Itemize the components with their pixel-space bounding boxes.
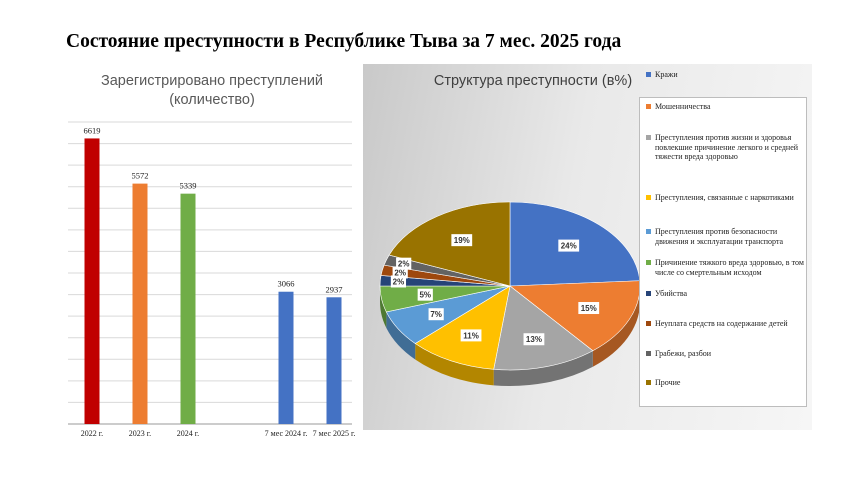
bar-category-label: 2024 г. <box>177 429 199 438</box>
legend-swatch <box>646 291 651 296</box>
bar <box>278 291 294 424</box>
pie-slice <box>509 280 639 352</box>
pie-data-label: 11% <box>463 331 479 340</box>
legend-label: Причинение тяжкого вреда здоровью, в том… <box>655 258 804 277</box>
pie-slice <box>388 201 511 287</box>
pie-label-box <box>558 239 580 252</box>
pie-label-box <box>417 288 433 301</box>
pie-slice-side <box>415 343 494 386</box>
bar <box>84 138 100 424</box>
pie-data-label: 2% <box>394 268 406 277</box>
pie-label-box <box>451 234 473 247</box>
pie-label-box <box>396 257 412 270</box>
legend-label: Мошенничества <box>655 102 711 111</box>
legend-swatch <box>646 229 651 234</box>
pie-chart-title: Структура преступности (в%) <box>433 73 633 89</box>
pie-slice-side <box>493 350 593 387</box>
legend-swatch <box>646 351 651 356</box>
crime-structure-chart: Структура преступности (в%) 24% 15% 13% 11%… <box>363 64 812 430</box>
legend-label: Кражи <box>655 70 678 79</box>
page-title: Состояние преступности в Республике Тыва… <box>66 31 622 52</box>
bar-chart-svg: 6619 2022 г. 5572 2023 г. 5339 2024 г. 3066 7 м… <box>68 121 356 438</box>
pie-slice-side <box>592 296 639 367</box>
pie-data-label: 15% <box>581 304 597 313</box>
legend-label: Неуплата средств на содержание детей <box>655 319 788 328</box>
bar-category-label: 7 мес 2024 г. <box>265 429 308 438</box>
legend-label: Преступления против жизни и здоровья пов… <box>655 133 799 161</box>
legend-swatch <box>646 104 651 109</box>
pie-data-label: 24% <box>561 242 577 251</box>
bar <box>180 193 196 424</box>
pie-chart-svg: 24%15%13%11%7%5%2%2%2%19% <box>379 201 639 387</box>
legend-label: Преступления против безопасности движени… <box>655 227 784 246</box>
legend-swatch <box>646 321 651 326</box>
legend-swatch <box>646 260 651 265</box>
pie-data-label: 7% <box>430 310 442 319</box>
pie-slice <box>414 285 511 370</box>
bar-data-label: 5572 <box>132 171 149 181</box>
legend-label: Преступления, связанные с наркотиками <box>655 193 794 202</box>
pie-label-box <box>428 308 444 321</box>
legend-swatch <box>646 380 651 385</box>
bar <box>326 297 342 424</box>
legend-swatch <box>646 135 651 140</box>
legend-label: Прочие <box>655 378 681 387</box>
pie-label-box <box>523 333 545 346</box>
legend-label: Убийства <box>655 289 688 298</box>
pie-data-label: 5% <box>419 291 431 300</box>
registered-crimes-chart: 6619 2022 г. 5572 2023 г. 5339 2024 г. 3066 7 м… <box>64 64 360 440</box>
pie-label-box <box>460 329 482 342</box>
bar-category-label: 2023 г. <box>129 429 151 438</box>
bar-data-label: 3066 <box>278 279 295 289</box>
pie-label-box <box>390 275 407 288</box>
pie-slice-side <box>380 286 387 328</box>
pie-data-label: 13% <box>526 335 542 344</box>
pie-data-label: 2% <box>398 260 410 269</box>
pie-slice <box>493 285 594 371</box>
bar-category-label: 7 мес 2025 г. <box>313 429 356 438</box>
pie-label-box <box>578 302 600 315</box>
bar-chart-title: Зарегистрировано преступлений (количеств… <box>100 73 324 108</box>
pie-legend: Кражи Мошенничества Преступления против жи… <box>639 70 807 407</box>
bar-category-label: 2022 г. <box>81 429 103 438</box>
legend-swatch <box>646 195 651 200</box>
bar-data-label: 2937 <box>326 284 343 294</box>
legend-swatch <box>646 72 651 77</box>
pie-data-label: 19% <box>454 236 470 245</box>
legend-label: Грабежи, разбои <box>655 349 712 358</box>
bar-data-label: 5339 <box>180 181 197 191</box>
pie-data-label: 2% <box>393 277 405 286</box>
bar-data-label: 6619 <box>84 125 101 135</box>
bar <box>132 183 148 424</box>
